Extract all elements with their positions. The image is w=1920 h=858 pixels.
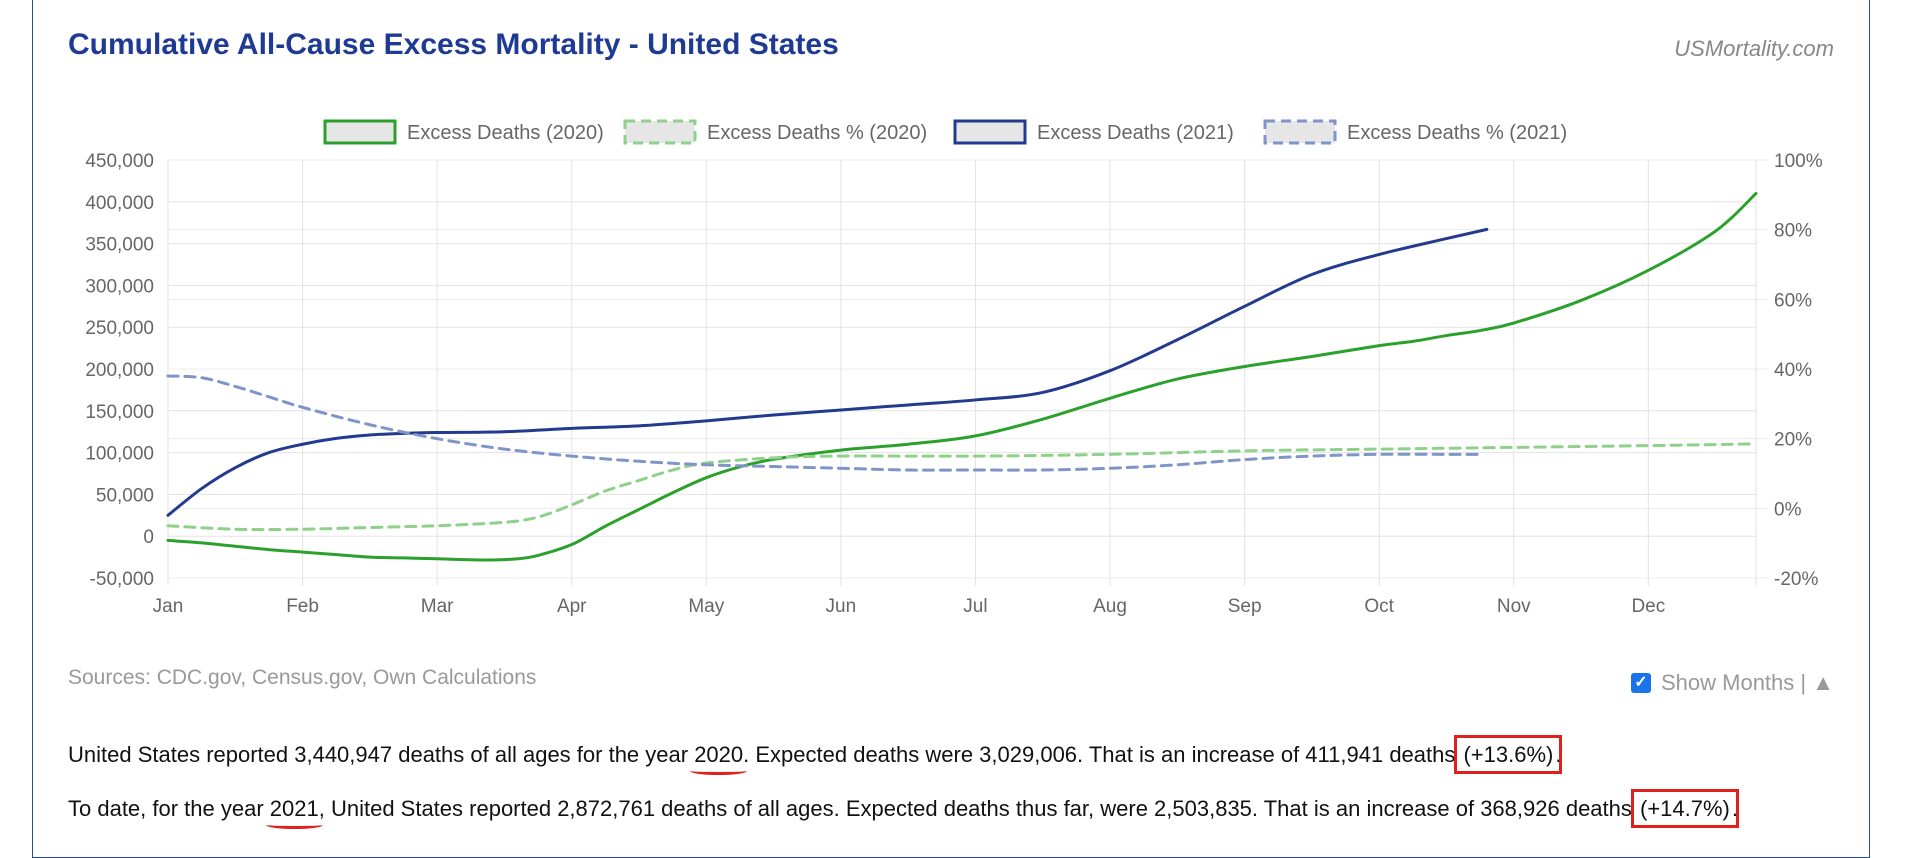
legend-swatch[interactable]: [1263, 119, 1337, 145]
page-title: Cumulative All-Cause Excess Mortality - …: [68, 28, 839, 61]
series-line-2: [166, 227, 1489, 517]
x-tick-label: Feb: [286, 596, 319, 617]
x-tick-label: Nov: [1497, 596, 1531, 617]
summary-2020-mid: . Expected deaths were 3,029,006. That i…: [743, 742, 1462, 767]
x-tick-label: Oct: [1364, 596, 1394, 617]
x-tick-label: Jan: [153, 596, 184, 617]
legend-label[interactable]: Excess Deaths % (2021): [1347, 122, 1567, 144]
legend-label[interactable]: Excess Deaths (2020): [407, 122, 604, 144]
x-tick-label: Dec: [1631, 596, 1665, 617]
y-left-tick-label: 200,000: [85, 360, 154, 381]
brand-label[interactable]: USMortality.com: [1674, 36, 1834, 61]
sources-note: Sources: CDC.gov, Census.gov, Own Calcul…: [68, 666, 537, 689]
summary-2020-pre: United States reported 3,440,947 deaths …: [68, 742, 695, 767]
y-right-tick-label: 80%: [1774, 221, 1812, 242]
summary-2021-end: .: [1731, 796, 1739, 821]
x-tick-label: May: [688, 596, 724, 617]
summary-2021: To date, for the year 2021, United State…: [68, 789, 1739, 828]
x-tick-label: Mar: [421, 596, 454, 617]
show-months-toggle[interactable]: ✓ Show Months | ▲: [1630, 670, 1834, 696]
y-right-tick-label: 100%: [1774, 151, 1823, 172]
series-line-0: [166, 191, 1758, 562]
legend-item-2[interactable]: Excess Deaths (2021): [953, 119, 1234, 145]
y-right-tick-label: 40%: [1774, 360, 1812, 381]
y-left-tick-label: 150,000: [85, 402, 154, 423]
y-right-tick-label: 0%: [1774, 499, 1802, 520]
excess-mortality-chart: -50,000 0 50,000 100,000 150,000 200,000 250,0…: [85, 119, 1823, 617]
y-left-tick-label: 100,000: [85, 444, 154, 465]
year-2021-underlined: 2021: [269, 796, 319, 821]
x-tick-label: Sep: [1228, 596, 1262, 617]
summary-2021-pre: To date, for the year: [68, 796, 270, 821]
series-line-3: [166, 374, 1482, 472]
y-right-tick-label: -20%: [1774, 569, 1818, 590]
legend-item-1[interactable]: Excess Deaths % (2020): [623, 119, 927, 145]
x-tick-label: Aug: [1093, 596, 1127, 617]
x-tick-label: Jun: [826, 596, 857, 617]
y-left-tick-label: 350,000: [85, 235, 154, 256]
checkbox-icon[interactable]: ✓: [1630, 673, 1651, 693]
y-left-tick-label: 300,000: [85, 276, 154, 297]
pct-2021-boxed: (+14.7%): [1631, 789, 1739, 828]
y-right-tick-label: 20%: [1774, 430, 1812, 451]
y-left-tick-label: -50,000: [90, 569, 154, 590]
summary-2020-end: .: [1555, 742, 1562, 767]
show-months-label[interactable]: Show Months | ▲: [1660, 670, 1834, 695]
legend-item-0[interactable]: Excess Deaths (2020): [323, 119, 604, 145]
y-left-tick-label: 250,000: [85, 318, 154, 339]
legend-label[interactable]: Excess Deaths (2021): [1037, 122, 1234, 144]
legend-item-3[interactable]: Excess Deaths % (2021): [1263, 119, 1567, 145]
summary-2020: United States reported 3,440,947 deaths …: [68, 735, 1563, 774]
y-left-tick-label: 0: [143, 527, 154, 548]
y-left-tick-label: 450,000: [85, 151, 154, 172]
pct-2020-boxed: (+13.6%): [1454, 735, 1563, 774]
y-left-tick-label: 50,000: [96, 485, 154, 506]
legend-label[interactable]: Excess Deaths % (2020): [707, 122, 927, 144]
legend-swatch[interactable]: [953, 119, 1027, 145]
y-left-tick-label: 400,000: [85, 193, 154, 214]
x-tick-label: Jul: [963, 596, 987, 617]
summary-2021-mid: , United States reported 2,872,761 death…: [318, 796, 1638, 821]
legend-swatch[interactable]: [623, 119, 697, 145]
year-2020-underlined: 2020: [694, 742, 744, 767]
y-right-tick-label: 60%: [1774, 290, 1812, 311]
x-tick-label: Apr: [557, 596, 587, 617]
series-line-1: [166, 442, 1758, 532]
legend-swatch[interactable]: [323, 119, 397, 145]
